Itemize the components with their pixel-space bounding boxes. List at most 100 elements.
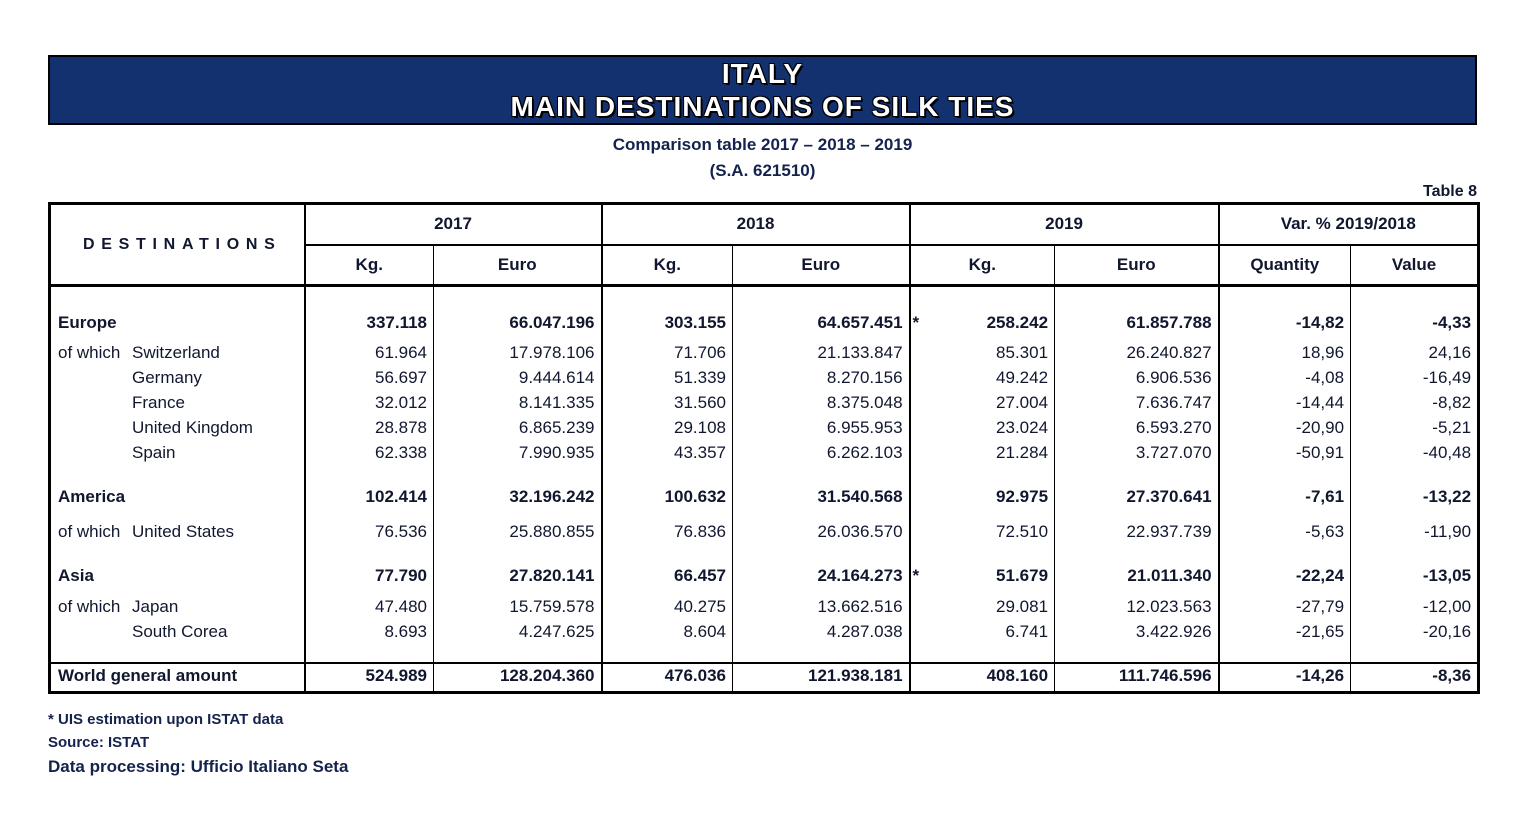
cell-switzerland-euro-2019: 26.240.827 (1054, 338, 1220, 367)
footnote-estimation: * UIS estimation upon ISTAT data (48, 711, 284, 728)
cell-france-euro-2019: 7.636.747 (1054, 391, 1220, 417)
header-quantity: Quantity (1218, 244, 1352, 287)
row-label-europe: Europe (49, 285, 306, 339)
row-label-text: Germany (132, 367, 202, 387)
cell-switzerland-euro-2018: 21.133.847 (732, 338, 911, 367)
row-label-text: France (132, 392, 185, 412)
cell-asia-euro-2019: 21.011.340 (1054, 545, 1220, 592)
cell-france-euro-2017: 8.141.335 (433, 391, 603, 417)
table-row-europe: Europe 337.118 66.047.196 303.155 64.657.451… (49, 285, 1479, 339)
cell-asia-var-value: -13,05 (1422, 565, 1472, 585)
cell-japan-var-quantity: -27,79 (1218, 591, 1352, 621)
cell-america-euro-2018: 31.540.568 (732, 466, 911, 513)
cell-america-euro-2019: 27.370.641 (1054, 466, 1220, 513)
cell-us-euro-2019: 22.937.739 (1054, 512, 1220, 546)
cell-france-var-value: -8,82 (1432, 392, 1472, 412)
cell-corea-euro-2019: 3.422.926 (1054, 620, 1220, 646)
cell-japan-euro-2017: 15.759.578 (433, 591, 603, 621)
cell-germany-kg-2019: 49.242 (909, 366, 1056, 392)
title-line1: ITALY (721, 58, 804, 89)
header-euro-2017: Euro (433, 244, 603, 287)
cell-uk-euro-2019: 6.593.270 (1054, 416, 1220, 442)
cell-us-var-quantity: -5,63 (1218, 512, 1352, 546)
table-row-us: of which United States 76.536 25.880.855 76.… (49, 512, 1479, 546)
cell-spain-kg-2018: 43.357 (601, 441, 734, 467)
cell-america-kg-2017: 102.414 (304, 466, 434, 513)
row-label-prefix: of which (58, 521, 121, 541)
cell-europe-euro-2018: 64.657.451 (732, 285, 911, 339)
cell-corea-euro-2018: 4.287.038 (732, 620, 911, 646)
spacer-row (49, 645, 1479, 663)
cell-corea-kg-2017: 8.693 (304, 620, 434, 646)
cell-asia-kg-2019: * 51.679 (909, 545, 1056, 592)
cell-us-kg-2019: 72.510 (909, 512, 1056, 546)
row-label-france: France (49, 391, 306, 417)
header-var-pct: Var. % 2019/2018 (1218, 203, 1479, 246)
cell-germany-kg-2018: 51.339 (601, 366, 734, 392)
table-row-france: France 32.012 8.141.335 31.560 8.375.048 27.0… (49, 391, 1479, 417)
cell-world-var-value: -8,36 (1350, 661, 1479, 693)
cell-france-kg-2017: 32.012 (304, 391, 434, 417)
table-number-label: Table 8 (1423, 183, 1477, 200)
cell-europe-kg-2019: * 258.242 (909, 285, 1056, 339)
header-kg-2018: Kg. (601, 244, 734, 287)
cell-us-euro-2017: 25.880.855 (433, 512, 603, 546)
header-value: Value (1350, 244, 1479, 287)
cell-corea-euro-2017: 4.247.625 (433, 620, 603, 646)
cell-corea-kg-2018: 8.604 (601, 620, 734, 646)
table-row-asia: Asia 77.790 27.820.141 66.457 24.164.273 * 51.… (49, 545, 1479, 592)
cell-asia-euro-2017: 27.820.141 (433, 545, 603, 592)
cell-uk-kg-2019: 23.024 (909, 416, 1056, 442)
cell-japan-kg-2019: 29.081 (909, 591, 1056, 621)
row-label-us: of which United States (49, 512, 306, 546)
cell-world-euro-2017: 128.204.360 (433, 661, 603, 693)
cell-spain-euro-2018: 6.262.103 (732, 441, 911, 467)
title-line2: MAIN DESTINATIONS OF SILK TIES (510, 91, 1015, 122)
cell-value: 51.679 (996, 565, 1049, 585)
cell-europe-euro-2017: 66.047.196 (433, 285, 603, 339)
cell-uk-kg-2018: 29.108 (601, 416, 734, 442)
table-row-world-total: World general amount 524.989 128.204.360… (49, 661, 1479, 693)
row-label-switzerland: of which Switzerland (49, 338, 306, 367)
cell-america-var-quantity: -7,61 (1218, 466, 1352, 513)
row-label-prefix: of which (58, 596, 121, 616)
cell-world-kg-2017: 524.989 (304, 661, 434, 693)
cell-spain-kg-2019: 21.284 (909, 441, 1056, 467)
cell-world-euro-2018: 121.938.181 (732, 661, 911, 693)
header-euro-2018: Euro (732, 244, 911, 287)
row-label-text: Europe (58, 312, 117, 332)
cell-uk-var-quantity: -20,90 (1218, 416, 1352, 442)
header-row-units: Kg. Euro Kg. Euro Kg. Euro Quantity Valu… (50, 244, 1479, 287)
cell-germany-euro-2017: 9.444.614 (433, 366, 603, 392)
cell-america-var-value: -13,22 (1422, 486, 1472, 506)
table-total-section: World general amount 524.989 128.204.360… (49, 645, 1479, 693)
cell-corea-kg-2019: 6.741 (909, 620, 1056, 646)
main-table: DESTINATIONS 2017 2018 2019 Var. % 2019/… (48, 202, 1481, 694)
table-header: DESTINATIONS 2017 2018 2019 Var. % 2019/… (49, 203, 1479, 287)
sa-code: (S.A. 621510) (709, 161, 816, 180)
cell-corea-var-quantity: -21,65 (1218, 620, 1352, 646)
row-label-spain: Spain (49, 441, 306, 467)
title-banner: ITALY MAIN DESTINATIONS OF SILK TIES (48, 55, 1477, 125)
row-label-asia: Asia (49, 545, 306, 592)
header-kg-2017: Kg. (304, 244, 434, 287)
row-label-prefix: of which (58, 342, 121, 362)
table-row-corea: South Corea 8.693 4.247.625 8.604 4.287.038 6… (49, 620, 1479, 646)
cell-asia-kg-2018: 66.457 (601, 545, 734, 592)
cell-spain-euro-2017: 7.990.935 (433, 441, 603, 467)
header-kg-2019: Kg. (909, 244, 1056, 287)
cell-germany-kg-2017: 56.697 (304, 366, 434, 392)
cell-corea-var-value: -20,16 (1422, 621, 1472, 641)
cell-spain-var-quantity: -50,91 (1218, 441, 1352, 467)
cell-germany-var-quantity: -4,08 (1218, 366, 1352, 392)
row-label-germany: Germany (49, 366, 306, 392)
row-label-corea: South Corea (49, 620, 306, 646)
cell-europe-kg-2018: 303.155 (601, 285, 734, 339)
cell-japan-euro-2019: 12.023.563 (1054, 591, 1220, 621)
cell-japan-kg-2018: 40.275 (601, 591, 734, 621)
cell-germany-euro-2019: 6.906.536 (1054, 366, 1220, 392)
cell-us-kg-2017: 76.536 (304, 512, 434, 546)
cell-world-var-quantity: -14,26 (1218, 661, 1352, 693)
row-label-text: United Kingdom (132, 417, 253, 437)
